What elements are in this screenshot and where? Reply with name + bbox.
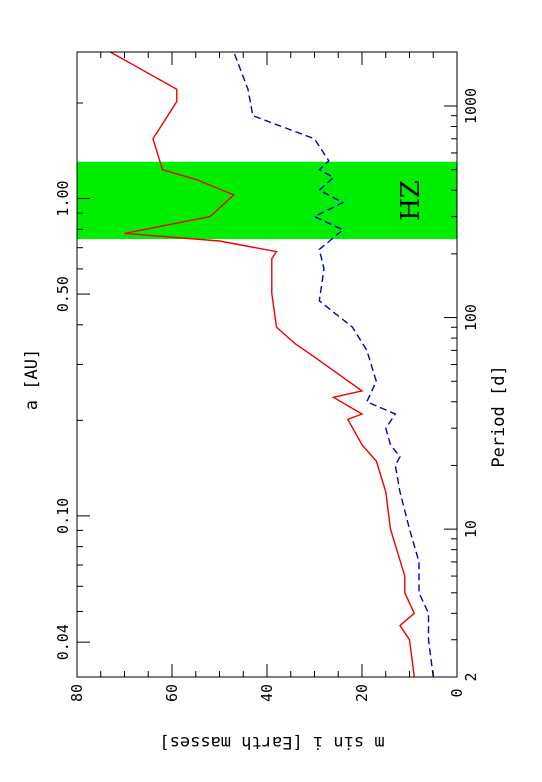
au-tick-label: 0.50 [54,276,72,312]
period-tick-label: 10 [462,520,480,538]
au-tick-label: 1.00 [54,180,72,216]
au-axis-title: a [AU] [22,349,42,410]
period-axis-title: Period [d] [489,365,509,467]
au-tick-label: 0.10 [54,498,72,534]
mass-tick-label: 60 [163,684,181,702]
period-tick-label: 1000 [462,88,480,124]
mass-tick-label: 20 [353,684,371,702]
period-tick-label: 2 [462,672,480,681]
habitable-zone-band [77,161,457,240]
mass-axis-title: m sin i [Earth masses] [159,732,384,752]
series-line-2-dashed [233,51,434,678]
mass-tick-label: 80 [68,684,86,702]
series-line-1-solid [109,51,416,678]
mass-tick-label: 40 [258,684,276,702]
plot-frame [76,51,458,678]
mass-tick-label: 0 [448,688,466,697]
period-tick-label: 100 [462,304,480,331]
au-tick-label: 0.04 [54,624,72,660]
hz-label: HZ [396,180,426,221]
